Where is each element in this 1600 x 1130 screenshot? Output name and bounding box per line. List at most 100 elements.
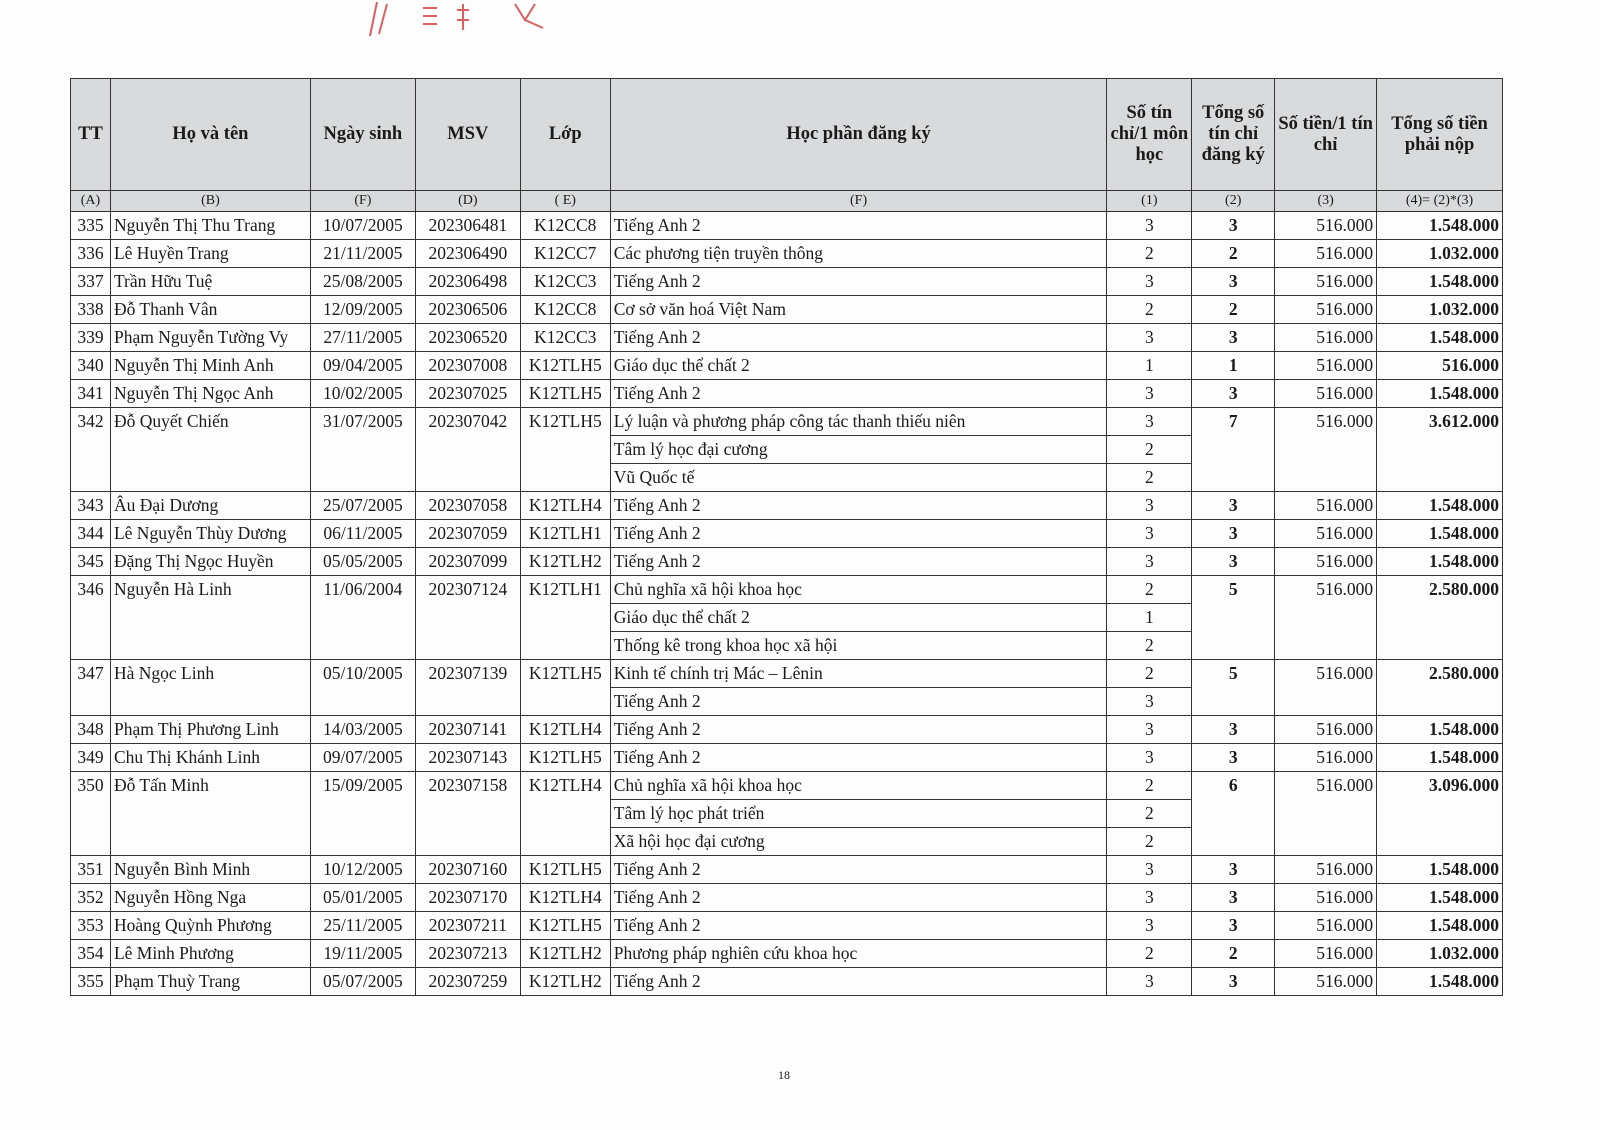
student-name: Hoàng Quỳnh Phương [109, 911, 311, 940]
amount-due: 1.548.000 [1376, 715, 1503, 744]
course-credits: 3 [1106, 687, 1193, 716]
course-name: Chủ nghĩa xã hội khoa học [609, 575, 1108, 604]
student-id: 202307160 [414, 855, 521, 884]
student-name: Đỗ Quyết Chiến [109, 407, 311, 492]
student-name: Nguyễn Bình Minh [109, 855, 311, 884]
total-credits: 5 [1191, 575, 1276, 660]
course-name: Giáo dục thể chất 2 [609, 603, 1108, 632]
class-code: K12TLH1 [519, 519, 611, 548]
class-code: K12CC8 [519, 295, 611, 324]
amount-due: 1.548.000 [1376, 519, 1503, 548]
table-row: 345 Đặng Thị Ngọc Huyền 05/05/2005 20230709… [70, 547, 1503, 576]
student-id: 202307059 [414, 519, 521, 548]
row-number: 352 [70, 883, 111, 912]
student-id: 202307211 [414, 911, 521, 940]
student-id: 202307141 [414, 715, 521, 744]
total-credits: 2 [1191, 939, 1276, 968]
col-total-credits: Tổng số tín chỉ đăng ký [1191, 78, 1276, 191]
total-credits: 2 [1191, 239, 1276, 268]
amount-due: 2.580.000 [1376, 659, 1503, 716]
row-number: 341 [70, 379, 111, 408]
col-dob: Ngày sinh [309, 78, 416, 191]
stamp-fragment [369, 1, 544, 37]
student-name: Nguyễn Hà Linh [109, 575, 311, 660]
class-code: K12TLH5 [519, 855, 611, 884]
class-code: K12TLH5 [519, 407, 611, 492]
total-credits: 3 [1191, 519, 1276, 548]
amount-due: 3.096.000 [1376, 771, 1503, 856]
row-number: 336 [70, 239, 111, 268]
col-tt: TT [70, 78, 111, 191]
table-row: 344 Lê Nguyễn Thùy Dương 06/11/2005 2023070… [70, 519, 1503, 548]
row-number: 340 [70, 351, 111, 380]
course-name: Thống kê trong khoa học xã hội [609, 631, 1108, 660]
course-name: Tiếng Anh 2 [609, 911, 1108, 940]
course-name: Tiếng Anh 2 [609, 491, 1108, 520]
row-number: 350 [70, 771, 111, 856]
row-number: 348 [70, 715, 111, 744]
total-credits: 5 [1191, 659, 1276, 716]
table-row-continuation: Tâm lý học đại cương 2 [71, 435, 1503, 464]
row-number: 355 [70, 967, 111, 996]
row-number: 338 [70, 295, 111, 324]
course-name: Tâm lý học đại cương [609, 435, 1108, 464]
course-credits: 2 [1106, 463, 1193, 492]
row-number: 345 [70, 547, 111, 576]
class-code: K12TLH2 [519, 939, 611, 968]
date-of-birth: 25/07/2005 [309, 491, 416, 520]
sub-amount: (4)= (2)*(3) [1376, 190, 1503, 212]
col-price: Số tiền/1 tín chỉ [1274, 78, 1378, 191]
total-credits: 6 [1191, 771, 1276, 856]
table-row: 355 Phạm Thuỳ Trang 05/07/2005 202307259 K12… [70, 967, 1503, 996]
student-id: 202307213 [414, 939, 521, 968]
student-name: Đặng Thị Ngọc Huyền [109, 547, 311, 576]
course-credits: 2 [1106, 239, 1193, 268]
price-per-credit: 516.000 [1274, 743, 1378, 772]
class-code: K12TLH5 [519, 659, 611, 716]
student-id: 202306506 [414, 295, 521, 324]
date-of-birth: 25/08/2005 [309, 267, 416, 296]
sub-price: (3) [1274, 190, 1378, 212]
course-name: Vũ Quốc tế [609, 463, 1108, 492]
student-id: 202306490 [414, 239, 521, 268]
course-credits: 1 [1106, 603, 1193, 632]
amount-due: 3.612.000 [1376, 407, 1503, 492]
student-id: 202307139 [414, 659, 521, 716]
course-credits: 3 [1106, 547, 1193, 576]
course-name: Tiếng Anh 2 [609, 743, 1108, 772]
date-of-birth: 10/02/2005 [309, 379, 416, 408]
course-name: Tiếng Anh 2 [609, 323, 1108, 352]
total-credits: 3 [1191, 267, 1276, 296]
student-name: Chu Thị Khánh Linh [109, 743, 311, 772]
student-name: Nguyễn Thị Minh Anh [109, 351, 311, 380]
table-row: 336 Lê Huyền Trang 21/11/2005 202306490 K12C… [70, 239, 1503, 268]
table-row: 348 Phạm Thị Phương Linh 14/03/2005 2023071… [70, 715, 1503, 744]
student-name: Đỗ Tấn Minh [109, 771, 311, 856]
sub-class: ( E) [519, 190, 611, 212]
table-row: 354 Lê Minh Phương 19/11/2005 202307213 K12T… [70, 939, 1503, 968]
class-code: K12TLH2 [519, 967, 611, 996]
amount-due: 1.032.000 [1376, 939, 1503, 968]
course-credits: 3 [1106, 323, 1193, 352]
student-name: Lê Huyền Trang [109, 239, 311, 268]
course-name: Tiếng Anh 2 [609, 547, 1108, 576]
class-code: K12TLH5 [519, 379, 611, 408]
course-name: Chủ nghĩa xã hội khoa học [609, 771, 1108, 800]
row-number: 354 [70, 939, 111, 968]
course-credits: 3 [1106, 491, 1193, 520]
student-id: 202307099 [414, 547, 521, 576]
amount-due: 1.548.000 [1376, 491, 1503, 520]
row-number: 351 [70, 855, 111, 884]
sub-tt: (A) [70, 190, 111, 212]
student-name: Nguyễn Thị Thu Trang [109, 211, 311, 240]
price-per-credit: 516.000 [1274, 659, 1378, 716]
course-credits: 3 [1106, 379, 1193, 408]
course-name: Tiếng Anh 2 [609, 967, 1108, 996]
amount-due: 1.032.000 [1376, 295, 1503, 324]
total-credits: 3 [1191, 379, 1276, 408]
price-per-credit: 516.000 [1274, 295, 1378, 324]
class-code: K12TLH4 [519, 491, 611, 520]
total-credits: 3 [1191, 911, 1276, 940]
student-name: Đỗ Thanh Vân [109, 295, 311, 324]
price-per-credit: 516.000 [1274, 351, 1378, 380]
